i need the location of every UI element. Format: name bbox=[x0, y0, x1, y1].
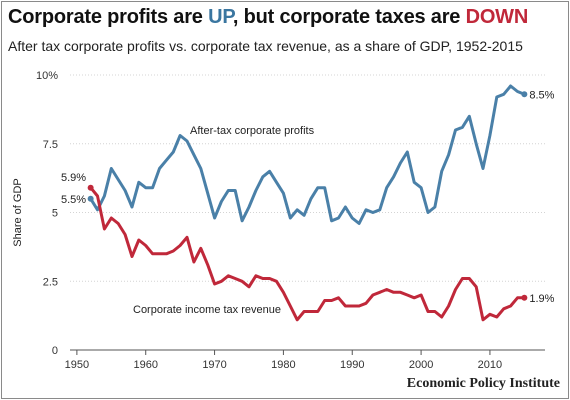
title-part-1: Corporate profits are bbox=[8, 6, 209, 28]
y-tick-label: 7.5 bbox=[43, 139, 58, 151]
x-tick-label: 2000 bbox=[409, 359, 433, 371]
series-label-taxes: Corporate income tax revenue bbox=[133, 304, 281, 316]
x-tick-label: 1990 bbox=[340, 359, 364, 371]
x-tick-label: 1970 bbox=[202, 359, 226, 371]
start-value-profits: 5.5% bbox=[61, 194, 86, 206]
series-line-taxes bbox=[89, 186, 526, 322]
x-tick-label: 1950 bbox=[65, 359, 89, 371]
start-point-profits bbox=[87, 195, 94, 202]
end-value-taxes: 1.9% bbox=[529, 293, 554, 305]
end-value-profits: 8.5% bbox=[529, 89, 554, 101]
x-tick-label: 1960 bbox=[133, 359, 157, 371]
source-credit: Economic Policy Institute bbox=[406, 376, 560, 391]
x-tick-label: 1980 bbox=[271, 359, 295, 371]
y-tick-label: 5 bbox=[52, 208, 58, 220]
chart-title: Corporate profits are UP, but corporate … bbox=[8, 6, 528, 29]
start-point-taxes bbox=[87, 184, 94, 191]
y-tick-label: 0 bbox=[52, 345, 58, 357]
series-line-profits bbox=[89, 84, 526, 225]
title-down-word: DOWN bbox=[465, 6, 529, 28]
title-up-word: UP bbox=[208, 6, 233, 28]
chart-subtitle: After tax corporate profits vs. corporat… bbox=[8, 38, 523, 54]
start-value-taxes: 5.9% bbox=[61, 172, 86, 184]
title-part-2: , but corporate taxes are bbox=[232, 6, 466, 28]
y-axis-label: Share of GDP bbox=[12, 178, 24, 246]
end-point-profits bbox=[521, 91, 528, 98]
x-tick-label: 2010 bbox=[478, 359, 502, 371]
series-label-profits: After-tax corporate profits bbox=[190, 125, 315, 137]
end-point-taxes bbox=[521, 294, 528, 301]
y-tick-label: 2.5 bbox=[43, 276, 58, 288]
y-tick-label: 10% bbox=[36, 70, 58, 82]
